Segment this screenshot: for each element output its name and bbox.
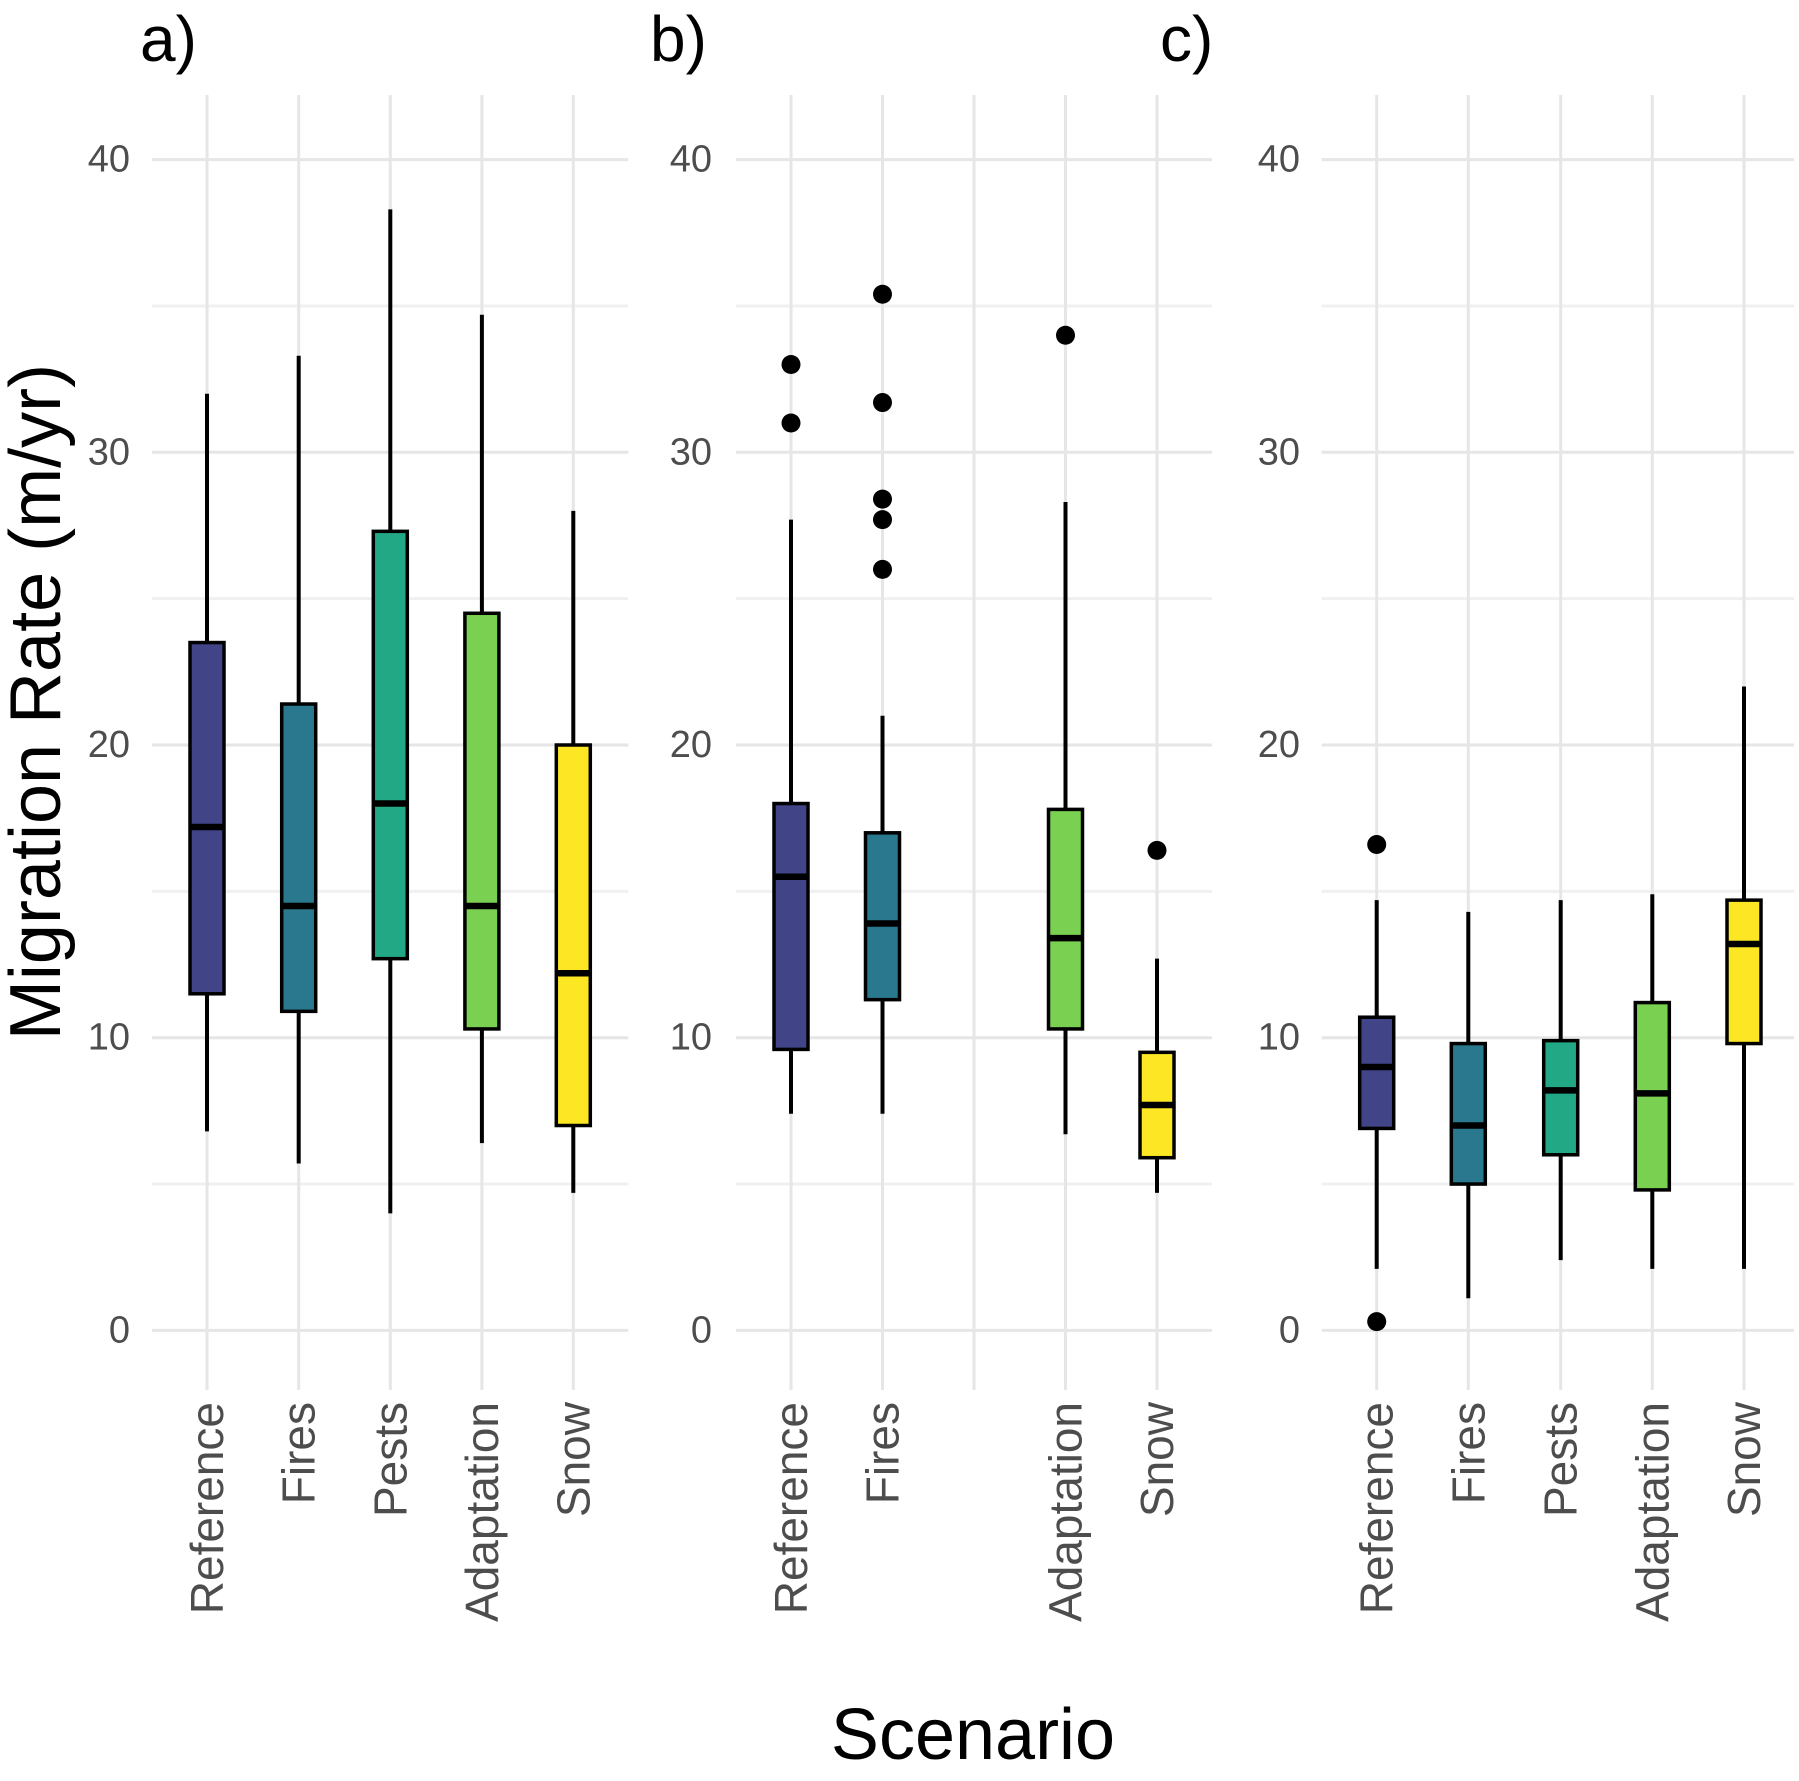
y-tick-label: 20 [88,724,130,766]
y-tick-label: 40 [1258,139,1300,181]
y-tick-label: 0 [691,1309,712,1351]
outlier-dot [1367,1312,1387,1332]
panel-title-a: a) [140,3,197,75]
y-tick-label: 10 [88,1017,130,1059]
box-adaptation [1046,807,1085,1031]
y-tick-label: 30 [88,431,130,473]
box-adaptation [463,611,501,1031]
category-label: Adaptation [456,1402,508,1622]
category-label: Reference [1351,1402,1403,1614]
panel-title-c: c) [1160,3,1214,75]
category-label: Fires [1442,1402,1494,1504]
category-label: Fires [857,1402,909,1504]
y-tick-label: 10 [670,1017,712,1059]
category-label: Reference [181,1402,233,1614]
category-label: Reference [765,1402,817,1614]
y-tick-label: 20 [670,724,712,766]
box-pests [1541,1038,1580,1157]
outlier-dot [1367,835,1387,855]
outlier-dot [873,510,892,530]
category-label: Adaptation [1626,1402,1678,1622]
category-label: Snow [1131,1401,1183,1517]
category-label: Fires [273,1402,325,1504]
outlier-dot [1056,325,1075,345]
box-reference [1357,1015,1396,1131]
category-label: Snow [1718,1401,1770,1517]
box-reference [188,640,226,996]
x-axis-title: Scenario [830,1695,1116,1775]
outlier-dot [873,489,892,509]
category-label: Snow [547,1401,599,1517]
outlier-dot [781,413,801,433]
outlier-dot [873,284,892,304]
y-tick-label: 10 [1258,1017,1300,1059]
box-snow [1725,898,1763,1046]
y-tick-label: 30 [670,431,712,473]
y-tick-label: 20 [1258,724,1300,766]
box-fires [279,702,318,1014]
box-fires [1449,1041,1488,1186]
outlier-dot [873,559,892,579]
y-tick-label: 30 [1258,431,1300,473]
category-label: Pests [364,1402,416,1517]
box-fires [863,831,902,1002]
panel-title-b: b) [650,3,707,75]
y-tick-label: 40 [670,139,712,181]
y-tick-label: 0 [109,1309,130,1351]
category-label: Adaptation [1040,1402,1092,1622]
y-axis-title: Migration Rate (m/yr) [0,363,76,1041]
box-pests [371,529,410,961]
category-label: Pests [1535,1402,1587,1517]
box-snow [554,743,593,1128]
box-reference [772,801,810,1052]
outlier-dot [1147,840,1167,860]
outlier-dot [781,354,801,374]
outlier-dot [873,393,892,413]
y-tick-label: 0 [1279,1309,1300,1351]
y-tick-label: 40 [88,139,130,181]
